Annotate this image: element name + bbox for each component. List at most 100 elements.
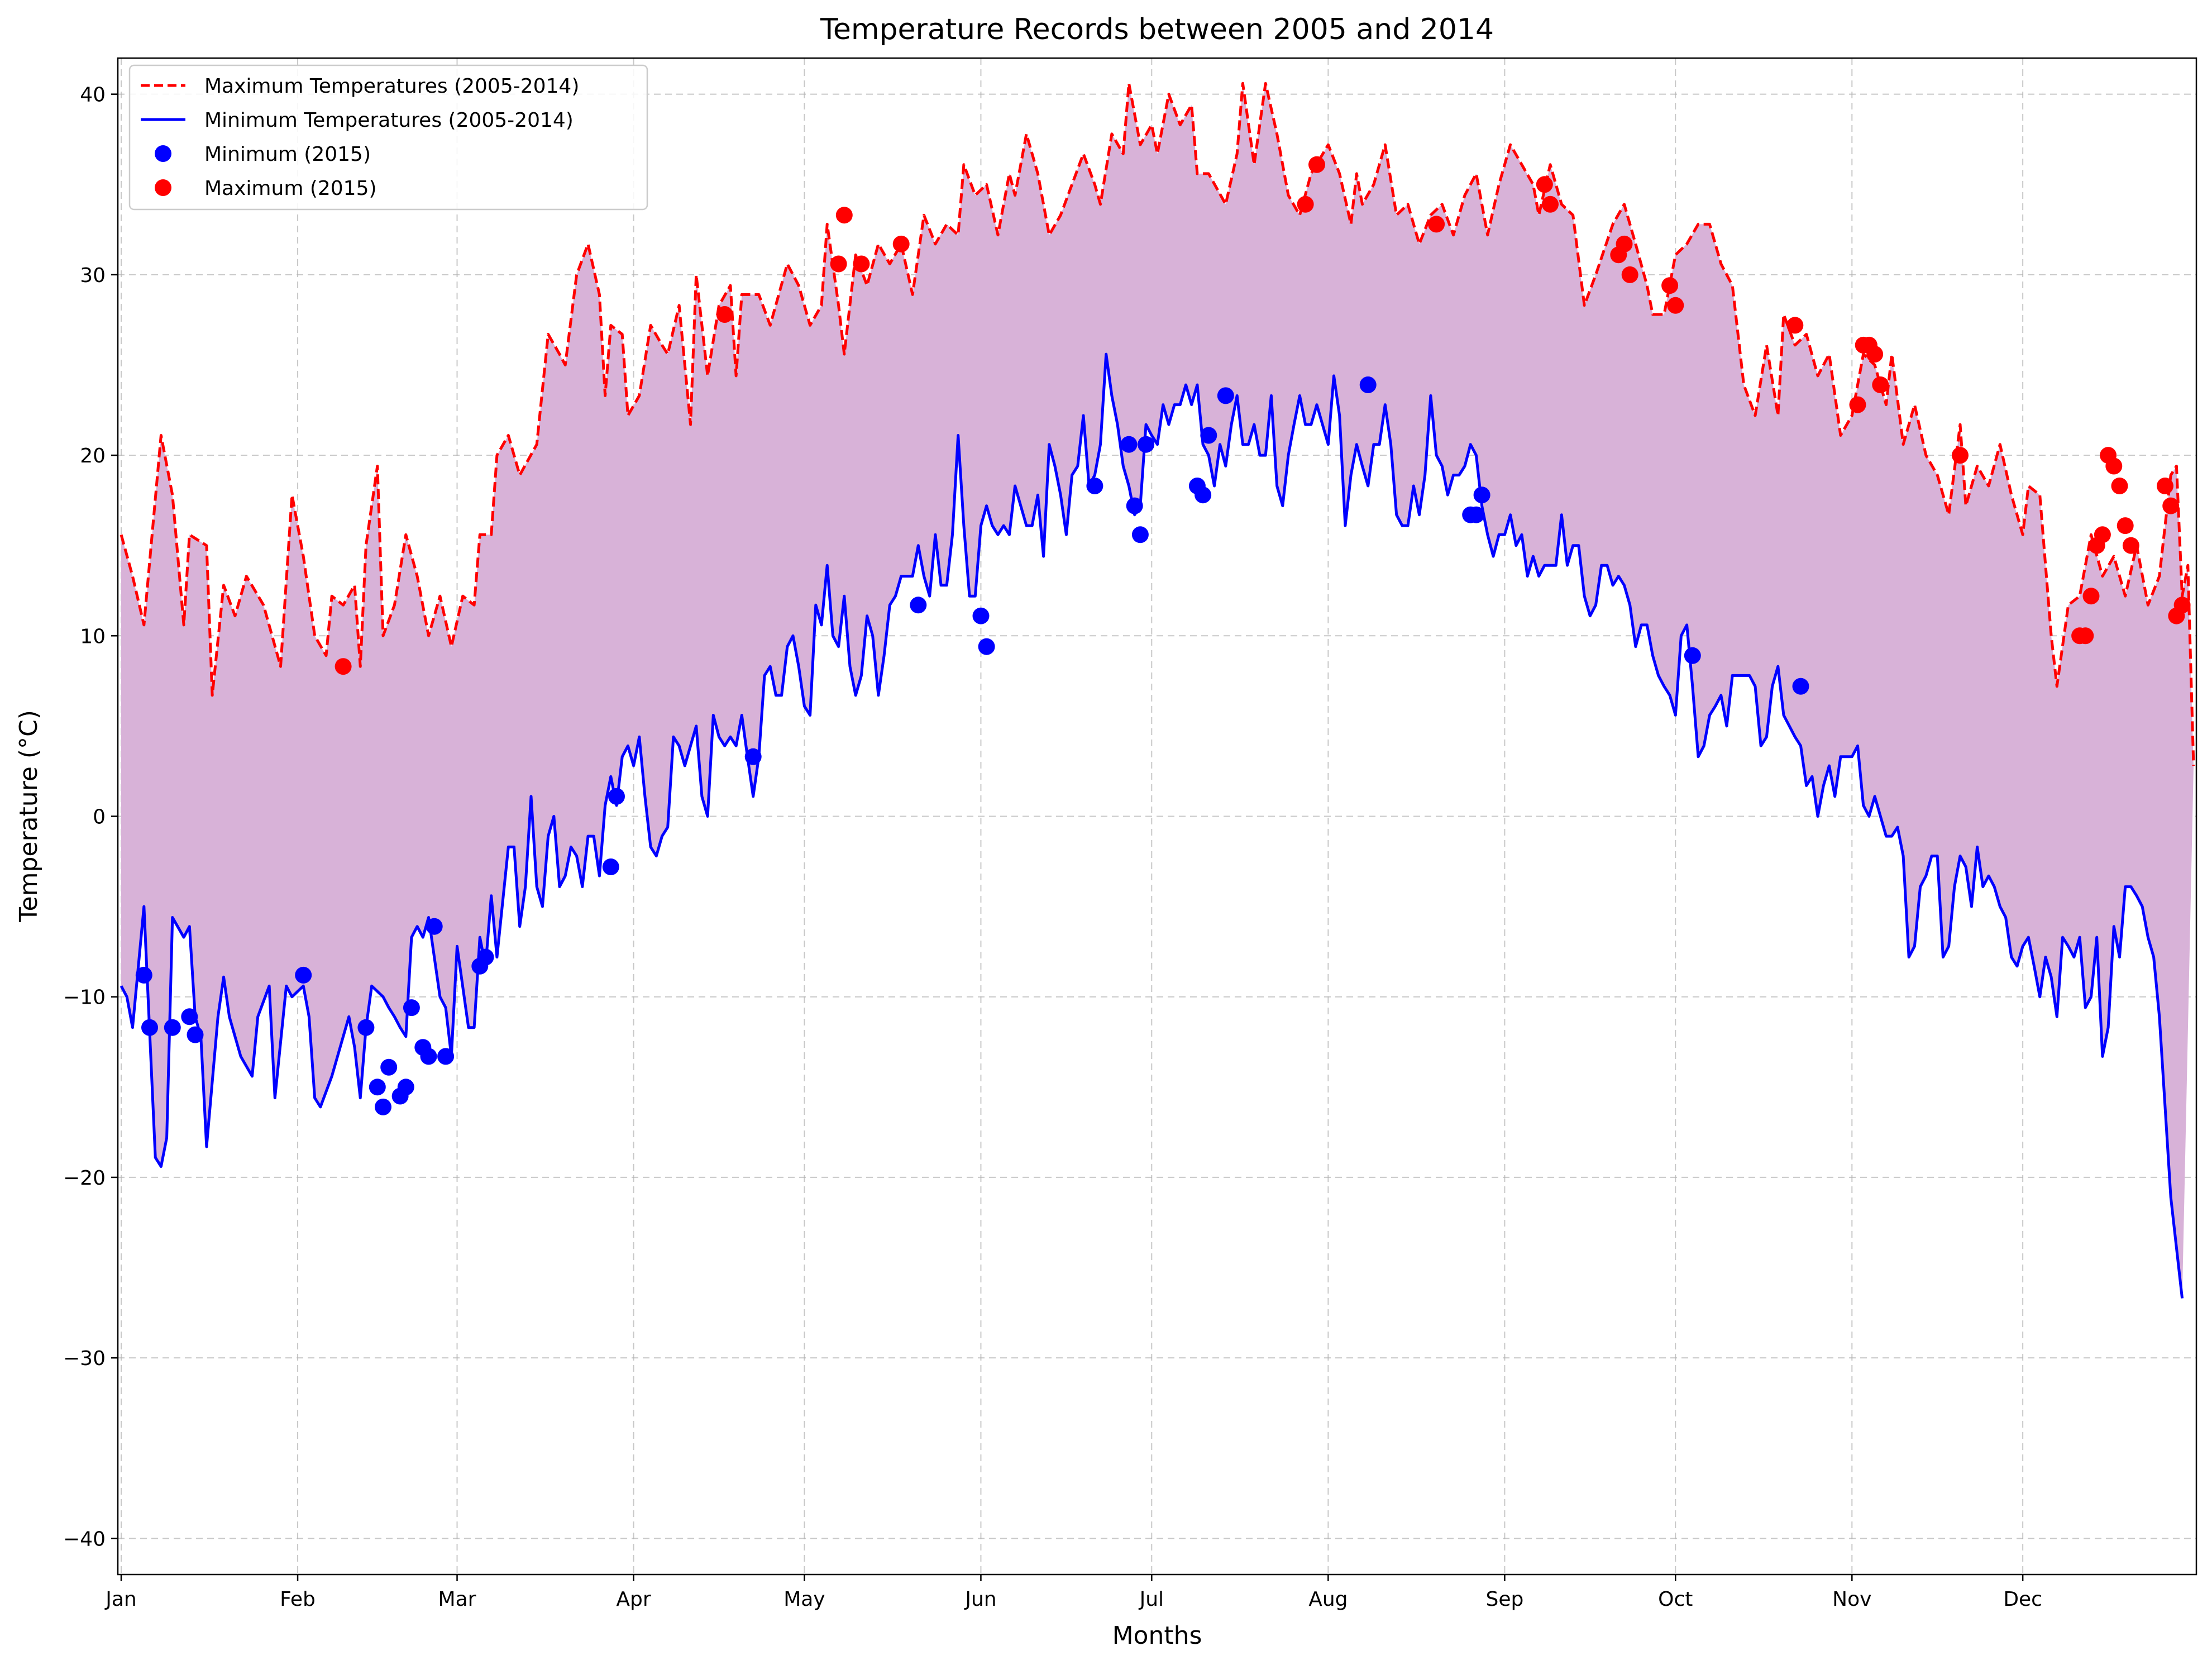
- min-2015-point: [1195, 486, 1212, 504]
- min-2015-point: [1468, 506, 1485, 523]
- min-2015-point: [1792, 678, 1809, 695]
- y-tick-label: 0: [93, 806, 106, 829]
- chart-title: Temperature Records between 2005 and 201…: [820, 13, 1494, 46]
- y-axis: 40 30 20 10 0 −10 −20 −30 −40: [63, 84, 118, 1550]
- min-2015-point: [1217, 387, 1234, 404]
- fill-between-polygon: [121, 83, 2194, 1299]
- x-axis-label: Months: [1112, 1621, 1202, 1650]
- max-2015-point: [1866, 346, 1884, 363]
- legend-box: [128, 64, 648, 211]
- min-2015-point: [972, 607, 990, 624]
- x-tick-label: Jul: [1139, 1588, 1164, 1611]
- min-2015-point: [397, 1079, 414, 1096]
- x-tick-label: Aug: [1308, 1588, 1348, 1611]
- min-2015-point: [1120, 436, 1138, 453]
- min-2015-point: [135, 966, 152, 984]
- series-lines: [120, 82, 2195, 1299]
- max-2015-point: [892, 235, 910, 252]
- y-tick-label: −20: [63, 1167, 106, 1190]
- max-2015-point: [1428, 216, 1445, 233]
- legend-label-max-line: Maximum Temperatures (2005-2014): [204, 75, 579, 98]
- max-2015-point: [2082, 588, 2100, 605]
- max-2015-point: [835, 207, 853, 224]
- max-2015-point: [1536, 176, 1553, 193]
- min-2015-point: [375, 1098, 391, 1115]
- min-2015-point: [477, 948, 494, 966]
- legend-label-min-2015: Minimum (2015): [204, 143, 371, 166]
- min-2015-point: [1200, 427, 1217, 444]
- y-axis-label: Temperature (°C): [15, 710, 43, 923]
- min-2015-point: [295, 966, 312, 984]
- min-2015-point: [978, 638, 995, 655]
- min-2015-point: [1131, 526, 1149, 543]
- max-2015-point: [1667, 297, 1684, 314]
- max-2015-point: [1621, 266, 1638, 283]
- max-2015-point: [2173, 597, 2191, 614]
- min-2015-point: [744, 748, 762, 765]
- legend-label-min-line: Minimum Temperatures (2005-2014): [204, 109, 574, 132]
- x-tick-label: Mar: [438, 1588, 476, 1611]
- plot-area: [117, 57, 2197, 1576]
- x-tick-label: Sep: [1485, 1588, 1523, 1611]
- x-tick-label: Jan: [104, 1588, 137, 1611]
- max-2015-point: [1786, 317, 1804, 334]
- max-2015-point: [2111, 478, 2128, 494]
- max-temperature-line: [120, 82, 2195, 766]
- max-2015-point: [2157, 478, 2173, 494]
- y-tick-label: −30: [63, 1347, 106, 1370]
- y-tick-label: −40: [63, 1528, 106, 1550]
- legend-max-2015-marker: [155, 179, 171, 196]
- y-tick-label: 10: [80, 625, 106, 648]
- series-points: [135, 156, 2191, 1115]
- max-2015-point: [830, 255, 847, 273]
- y-tick-label: 20: [80, 445, 106, 467]
- min-2015-point: [141, 1019, 158, 1036]
- y-tick-label: 30: [80, 264, 106, 287]
- x-tick-label: Feb: [280, 1588, 316, 1611]
- min-2015-point: [426, 918, 443, 935]
- min-2015-point: [602, 858, 619, 875]
- y-tick-label: 40: [80, 84, 106, 107]
- x-axis: Jan Feb Mar Apr May Jun Jul Aug Sep Oct Nov Dec: [104, 1575, 2042, 1611]
- max-2015-point: [853, 255, 870, 273]
- min-2015-point: [380, 1058, 398, 1076]
- x-tick-label: Apr: [616, 1588, 651, 1611]
- max-2015-point: [2117, 517, 2134, 535]
- x-tick-label: May: [783, 1588, 825, 1611]
- min-2015-point: [437, 1048, 455, 1065]
- legend: Maximum Temperatures (2005-2014) Minimum…: [128, 64, 648, 211]
- max-2015-point: [1952, 447, 1969, 464]
- min-2015-point: [187, 1026, 204, 1043]
- min-2015-point: [1138, 436, 1155, 453]
- min-2015-point: [357, 1019, 375, 1036]
- legend-label-max-2015: Maximum (2015): [204, 177, 377, 200]
- min-2015-point: [181, 1008, 198, 1025]
- max-2015-point: [2105, 457, 2123, 475]
- min-2015-point: [1359, 376, 1377, 393]
- max-2015-point: [1616, 235, 1633, 252]
- min-2015-point: [910, 597, 927, 614]
- min-2015-point: [1473, 486, 1490, 504]
- y-tick-label: −10: [63, 986, 106, 1009]
- min-2015-point: [1684, 647, 1701, 664]
- max-2015-point: [1661, 277, 1679, 294]
- max-2015-point: [1308, 156, 1325, 173]
- max-2015-point: [2122, 537, 2139, 554]
- x-tick-label: Dec: [2003, 1588, 2042, 1611]
- min-2015-point: [1126, 497, 1143, 514]
- min-temperature-line: [120, 352, 2184, 1299]
- max-2015-point: [1872, 376, 1889, 393]
- legend-min-2015-marker: [155, 145, 171, 162]
- fill-between-area: [121, 83, 2194, 1299]
- max-2015-point: [2077, 627, 2094, 645]
- grid-lines: [118, 58, 2196, 1575]
- max-2015-point: [1297, 195, 1314, 213]
- min-2015-point: [369, 1079, 386, 1096]
- min-2015-point: [403, 999, 420, 1017]
- min-2015-point: [420, 1048, 437, 1065]
- min-2015-point: [608, 788, 625, 805]
- max-2015-point: [1542, 195, 1559, 213]
- min-2015-point: [164, 1019, 181, 1036]
- max-2015-point: [335, 658, 352, 675]
